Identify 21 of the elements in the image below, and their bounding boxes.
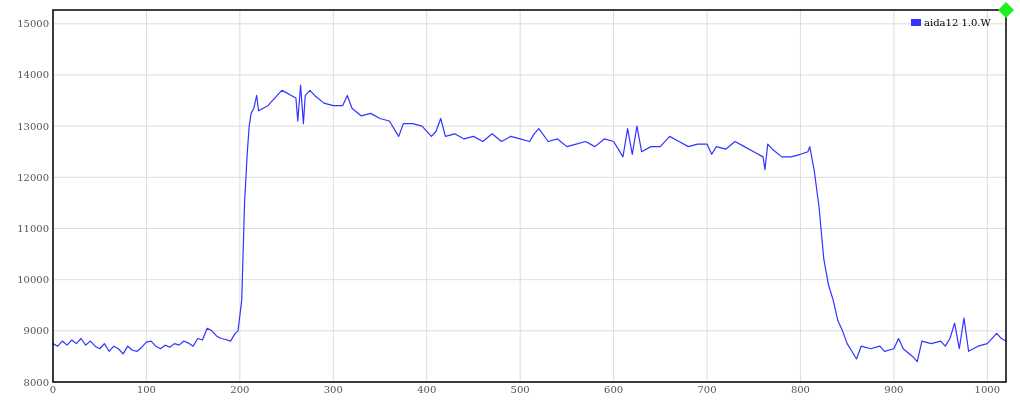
x-tick-label: 200 (230, 384, 250, 395)
x-tick-label: 300 (323, 384, 343, 395)
x-tick-label: 800 (790, 384, 810, 395)
x-tick-label: 600 (604, 384, 624, 395)
x-tick-label: 0 (49, 384, 57, 395)
line-series (52, 84, 1007, 363)
y-tick-label: 9000 (23, 325, 49, 337)
legend-label: aida12 1.0.W (924, 17, 992, 28)
y-tick-label: 8000 (23, 376, 49, 388)
y-tick-label: 15000 (17, 18, 49, 30)
x-tick-label: 900 (884, 384, 904, 395)
x-tick-label: 100 (136, 384, 156, 395)
y-tick-label: 12000 (17, 171, 49, 183)
y-tick-label: 13000 (17, 120, 49, 132)
y-tick-label: 14000 (17, 69, 49, 81)
x-tick-label: 700 (697, 384, 717, 395)
x-tick-label: 400 (417, 384, 437, 395)
x-tick-label: 1000 (974, 384, 1001, 395)
x-tick-label: 500 (510, 384, 530, 395)
y-tick-label: 10000 (17, 274, 49, 286)
y-tick-label: 11000 (17, 222, 49, 234)
